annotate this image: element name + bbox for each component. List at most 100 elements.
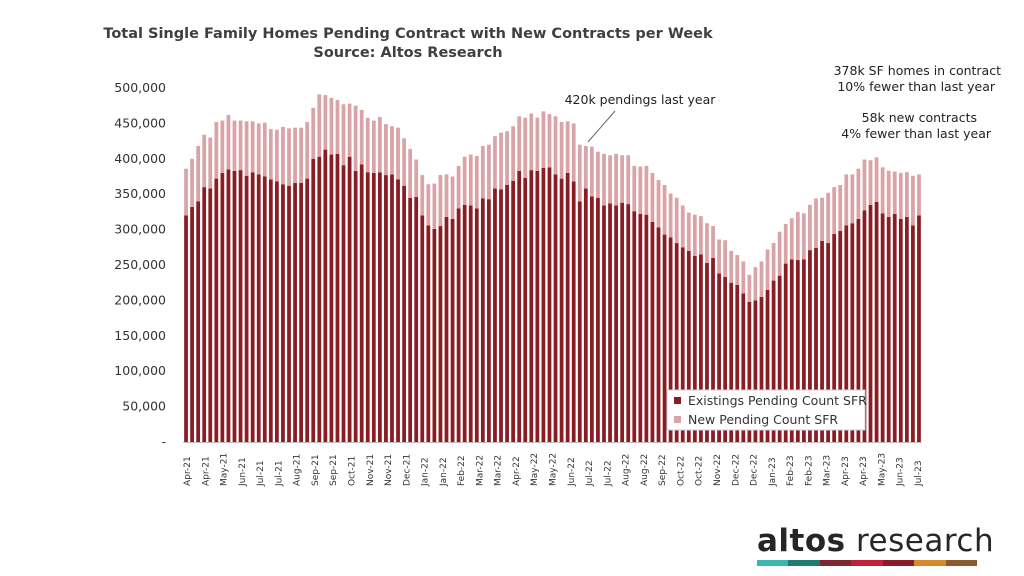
bar-new-pending <box>898 172 903 219</box>
bar-new-pending <box>638 166 643 215</box>
bar-existing-pending <box>650 221 655 442</box>
x-tick-label: Nov-21 <box>366 454 376 486</box>
annotation-in-contract-change: 10% fewer than last year <box>837 79 996 94</box>
bar-new-pending <box>735 255 740 285</box>
bar-existing-pending <box>917 215 921 442</box>
bar-existing-pending <box>468 205 473 442</box>
bar-new-pending <box>487 144 491 200</box>
bar-new-pending <box>886 170 891 217</box>
x-tick-label: Jul-22 <box>585 460 595 487</box>
bar-new-pending <box>692 214 697 256</box>
bar-existing-pending <box>438 226 443 442</box>
bar-new-pending <box>862 159 867 211</box>
bar-new-pending <box>590 146 594 197</box>
bar-existing-pending <box>214 178 219 442</box>
bar-existing-pending <box>474 208 479 442</box>
bar-new-pending <box>892 171 897 215</box>
bar-new-pending <box>535 117 540 171</box>
bar-existing-pending <box>577 201 582 442</box>
bar-new-pending <box>250 121 255 173</box>
bar-new-pending <box>571 123 576 182</box>
bar-new-pending <box>190 158 194 207</box>
bar-new-pending <box>656 180 661 228</box>
bar-new-pending <box>184 168 188 216</box>
x-tick-label: Apr-21 <box>183 456 193 486</box>
bar-new-pending <box>402 138 406 186</box>
y-tick-label: 200,000 <box>114 292 166 307</box>
bar-existing-pending <box>783 263 788 442</box>
x-tick-label: Feb-22 <box>457 455 467 486</box>
bar-new-pending <box>347 103 352 157</box>
y-tick-label: 50,000 <box>122 399 166 414</box>
bar-existing-pending <box>190 206 194 442</box>
bar-new-pending <box>353 105 358 171</box>
bar-existing-pending <box>293 182 297 442</box>
legend-label-new: New Pending Count SFR <box>688 412 838 427</box>
bar-existing-pending <box>329 154 334 443</box>
bar-new-pending <box>547 114 552 168</box>
bar-existing-pending <box>196 201 201 442</box>
x-tick-label: Jun-21 <box>238 457 248 487</box>
x-tick-label: Apr-23 <box>841 456 851 486</box>
bar-existing-pending <box>596 197 600 442</box>
bar-existing-pending <box>777 275 782 442</box>
bar-existing-pending <box>686 250 691 442</box>
legend-box <box>666 389 866 431</box>
bar-new-pending <box>341 104 346 166</box>
bar-new-pending <box>662 185 667 235</box>
bar-new-pending <box>281 126 285 185</box>
bar-existing-pending <box>571 181 576 442</box>
bar-existing-pending <box>517 170 522 442</box>
bar-existing-pending <box>523 177 528 443</box>
logo-color-segment <box>819 560 852 566</box>
bar-new-pending <box>777 231 782 276</box>
bar-new-pending <box>371 120 376 173</box>
bar-new-pending <box>275 129 279 182</box>
bar-existing-pending <box>705 262 709 442</box>
bar-existing-pending <box>753 300 758 442</box>
chart-subtitle: Source: Altos Research <box>313 45 502 61</box>
bar-new-pending <box>499 132 503 190</box>
x-tick-label: Oct-21 <box>347 456 357 486</box>
bar-new-pending <box>202 134 207 188</box>
x-tick-label: May-23 <box>877 453 887 486</box>
bar-new-pending <box>838 185 843 232</box>
bar-existing-pending <box>420 215 425 442</box>
bar-existing-pending <box>668 237 673 442</box>
bar-new-pending <box>614 153 618 206</box>
bar-existing-pending <box>414 197 419 442</box>
logo-color-segment <box>882 560 915 566</box>
bar-new-pending <box>468 154 473 206</box>
bar-new-pending <box>414 159 419 198</box>
bar-existing-pending <box>892 214 897 442</box>
bar-new-pending <box>511 126 516 181</box>
bar-new-pending <box>874 157 879 202</box>
annotation-new-contracts-change: 4% fewer than last year <box>841 126 992 141</box>
y-tick-label: 350,000 <box>114 186 166 201</box>
x-tick-label: Aug-22 <box>640 454 650 486</box>
bar-existing-pending <box>911 225 915 442</box>
bar-existing-pending <box>838 231 843 442</box>
legend-swatch-new <box>674 416 681 423</box>
bar-existing-pending <box>802 259 806 442</box>
bar-existing-pending <box>244 175 249 443</box>
x-tick-label: Feb-23 <box>786 455 796 486</box>
bar-existing-pending <box>632 211 637 442</box>
bar-existing-pending <box>602 205 606 442</box>
bar-existing-pending <box>862 210 867 442</box>
bar-existing-pending <box>226 169 231 443</box>
bar-new-pending <box>299 127 303 183</box>
logo-color-segment <box>945 560 977 566</box>
x-tick-label: Jun-23 <box>896 457 906 487</box>
bar-existing-pending <box>208 188 213 442</box>
bar-new-pending <box>238 120 243 171</box>
bar-new-pending <box>456 165 461 209</box>
bar-existing-pending <box>547 167 552 443</box>
bar-new-pending <box>462 156 467 205</box>
bar-new-pending <box>365 117 370 173</box>
bar-new-pending <box>329 97 334 155</box>
bar-existing-pending <box>608 203 612 442</box>
annotation-new-contracts: 58k new contracts <box>862 110 977 125</box>
bar-new-pending <box>541 111 546 168</box>
bar-new-pending <box>765 249 770 290</box>
